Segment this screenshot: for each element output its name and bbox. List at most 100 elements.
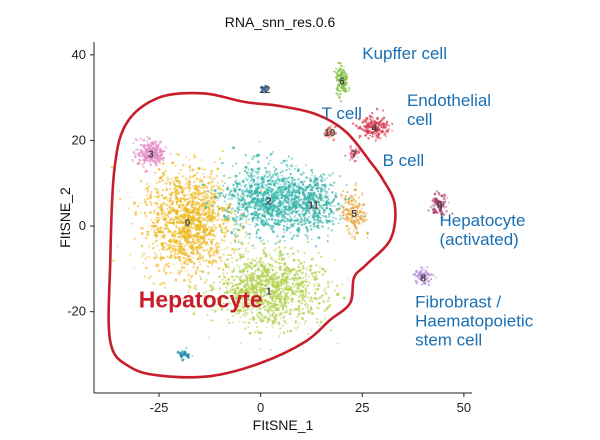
data-point <box>346 229 349 232</box>
data-point <box>331 216 335 220</box>
data-point <box>234 174 238 178</box>
data-point <box>188 186 192 190</box>
data-point <box>274 182 277 185</box>
data-point <box>357 202 360 205</box>
data-point <box>183 244 187 248</box>
data-point <box>158 216 161 219</box>
data-point <box>253 286 257 290</box>
data-point <box>307 296 310 299</box>
data-point <box>163 282 166 285</box>
data-point <box>311 216 314 219</box>
data-point <box>340 194 344 198</box>
data-point <box>188 158 191 161</box>
data-point <box>186 231 190 234</box>
data-point <box>225 220 228 224</box>
data-point <box>250 303 253 306</box>
data-point <box>220 238 224 242</box>
data-point <box>273 318 276 321</box>
data-point <box>298 198 302 202</box>
data-point <box>153 195 156 198</box>
data-point <box>333 205 336 207</box>
data-point <box>265 191 269 195</box>
data-point <box>176 218 180 221</box>
data-point <box>296 218 299 220</box>
data-point <box>247 258 250 260</box>
data-point <box>163 213 167 217</box>
data-point <box>296 315 299 318</box>
data-point <box>221 228 223 230</box>
data-point <box>199 223 203 227</box>
data-point <box>290 297 293 300</box>
data-point <box>174 250 177 253</box>
data-point <box>230 288 234 292</box>
data-point <box>186 198 189 201</box>
data-point <box>256 201 259 205</box>
data-point <box>259 154 261 156</box>
data-point <box>147 144 150 147</box>
data-point <box>204 226 207 229</box>
data-point <box>301 311 305 315</box>
data-point <box>199 204 201 207</box>
data-point <box>206 220 208 223</box>
data-point <box>193 193 197 196</box>
data-point <box>191 199 195 202</box>
data-point <box>358 205 360 208</box>
data-point <box>209 230 211 232</box>
data-point <box>179 214 182 218</box>
data-point <box>271 288 274 292</box>
data-point <box>300 316 304 320</box>
data-point <box>144 147 147 151</box>
data-point <box>260 313 264 317</box>
data-point <box>197 197 201 201</box>
data-point <box>229 254 232 257</box>
data-point <box>176 180 179 183</box>
data-point <box>321 184 324 187</box>
data-point <box>268 278 271 281</box>
data-point <box>315 276 318 279</box>
data-point <box>264 263 267 266</box>
data-point <box>249 203 251 205</box>
data-point <box>327 296 331 300</box>
data-point <box>202 238 206 241</box>
data-point <box>279 171 282 174</box>
data-point <box>210 185 213 189</box>
data-point <box>328 201 331 203</box>
data-point <box>191 218 194 221</box>
data-point <box>217 308 220 311</box>
data-point <box>219 299 223 302</box>
data-point <box>295 307 298 310</box>
data-point <box>161 194 164 197</box>
data-point <box>256 277 260 280</box>
data-point <box>257 311 260 314</box>
data-point <box>273 190 277 194</box>
data-point <box>342 214 345 217</box>
data-point <box>236 286 240 290</box>
data-point <box>208 249 212 253</box>
data-point <box>330 281 334 284</box>
data-point <box>255 236 258 239</box>
data-point <box>199 247 202 250</box>
data-point <box>301 194 305 197</box>
data-point <box>313 282 316 286</box>
data-point <box>317 224 320 227</box>
data-point <box>179 169 182 171</box>
data-point <box>195 228 199 231</box>
data-point <box>287 193 291 197</box>
data-point <box>345 218 348 221</box>
data-point <box>244 207 247 210</box>
data-point <box>253 184 256 186</box>
data-point <box>283 304 287 307</box>
data-point <box>183 220 186 223</box>
data-point <box>286 271 289 274</box>
data-point <box>250 189 253 192</box>
data-point <box>316 306 320 310</box>
data-point <box>292 292 295 295</box>
data-point <box>301 302 303 304</box>
data-point <box>196 194 200 198</box>
data-point <box>290 223 293 226</box>
data-point <box>338 69 342 73</box>
data-point <box>229 309 233 312</box>
data-point <box>240 270 242 272</box>
data-point <box>217 249 220 252</box>
data-point <box>164 216 167 219</box>
